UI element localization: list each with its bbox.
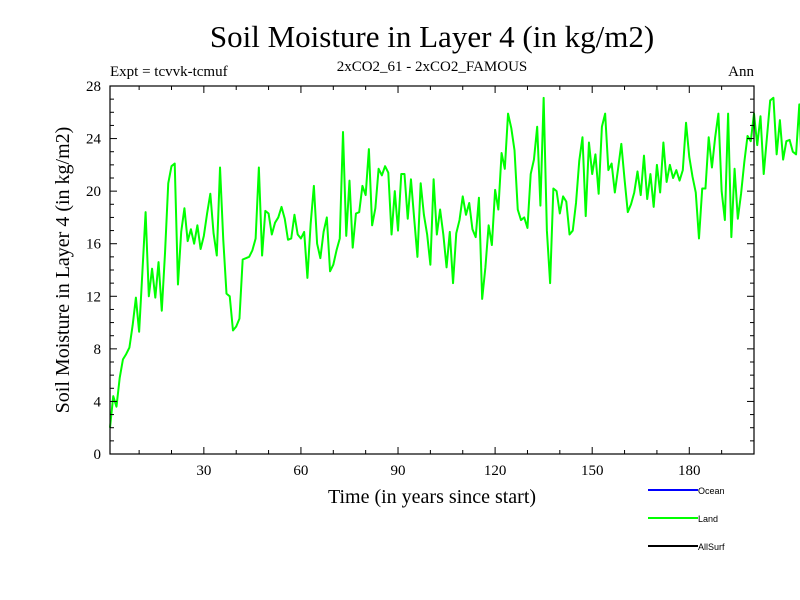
y-tick-label: 16 <box>86 237 102 253</box>
plot-area <box>109 96 800 428</box>
axis-ticks: 30 60 90 120 150 180 0 4 8 12 16 20 24 28 <box>86 79 754 479</box>
y-tick-label: 4 <box>94 394 102 410</box>
chart-title: Soil Moisture in Layer 4 (in kg/m2) <box>210 19 654 54</box>
x-tick-label: 60 <box>293 463 308 479</box>
season-label: Ann <box>728 64 754 80</box>
legend-label-ocean: Ocean <box>698 486 725 496</box>
y-axis-label: Soil Moisture in Layer 4 (in kg/m2) <box>52 127 74 414</box>
y-tick-label: 12 <box>86 289 101 305</box>
legend: Ocean Land AllSurf <box>648 486 725 552</box>
plot-frame <box>109 85 755 455</box>
x-tick-label: 90 <box>391 463 406 479</box>
x-tick-label: 120 <box>484 463 507 479</box>
y-tick-label: 8 <box>94 342 102 358</box>
x-tick-label: 30 <box>196 463 211 479</box>
y-tick-label: 28 <box>86 79 101 95</box>
y-tick-label: 0 <box>94 447 102 463</box>
x-tick-label: 180 <box>678 463 701 479</box>
legend-label-allsurf: AllSurf <box>698 542 725 552</box>
experiment-label: Expt = tcvvk-tcmuf <box>110 64 228 80</box>
chart-subtitle: 2xCO2_61 - 2xCO2_FAMOUS <box>337 59 528 75</box>
y-tick-label: 24 <box>86 132 102 148</box>
x-tick-label: 150 <box>581 463 604 479</box>
y-tick-label: 20 <box>86 184 101 200</box>
x-axis-label: Time (in years since start) <box>328 486 536 508</box>
legend-label-land: Land <box>698 514 718 524</box>
series-line-land <box>109 96 800 428</box>
